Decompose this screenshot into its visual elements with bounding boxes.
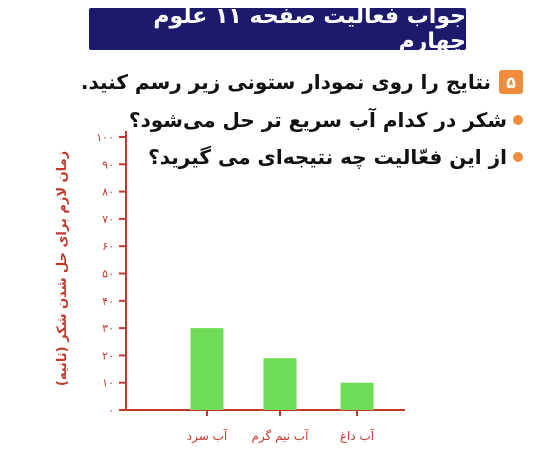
y-tick-label: ۱۰۰ [96,131,114,144]
question-1: شکر در کدام آب سریع تر حل می‌شود؟ [129,108,523,132]
y-ticks: ۰ ۱۰ ۲۰ ۳۰ ۴۰ ۵۰ ۶۰ ۷۰ ۸۰ ۹۰ ۱۰۰ [96,131,126,417]
y-tick-label: ۶۰ [102,240,114,253]
y-tick-label: ۴۰ [102,295,114,308]
bar [263,358,297,410]
x-tick-label: آب سرد [187,428,228,444]
page-title-banner: جواب فعالیت صفحه ۱۱ علوم چهارم [89,4,466,54]
bullet-dot-icon [513,152,523,162]
bars [190,328,374,410]
task-instruction: ۵ نتایج را روی نمودار ستونی زیر رسم کنید… [81,70,523,94]
page-title: جواب فعالیت صفحه ۱۱ علوم چهارم [153,4,466,54]
question-2-text: از این فعّالیت چه نتیجه‌ای می گیرید؟ [148,145,507,169]
x-tick-labels: آب سرد آب نیم گرم آب داغ [187,410,375,444]
y-tick-label: ۲۰ [102,349,114,362]
task-instruction-text: نتایج را روی نمودار ستونی زیر رسم کنید. [80,70,491,94]
y-tick-label: ۸۰ [102,186,114,199]
x-tick-label: آب نیم گرم [252,428,310,444]
x-tick-label: آب داغ [340,428,375,443]
bar [340,382,374,410]
bar [190,328,224,410]
question-1-text: شکر در کدام آب سریع تر حل می‌شود؟ [128,108,507,132]
y-tick-label: ۱۰ [102,377,114,390]
y-axis-label: زمان لازم برای حل شدن شکر (ثانیه) [55,151,70,386]
question-2: از این فعّالیت چه نتیجه‌ای می گیرید؟ [148,145,523,169]
y-tick-label: ۹۰ [102,158,114,171]
task-number-badge: ۵ [499,70,523,94]
bullet-dot-icon [513,115,523,125]
y-tick-label: ۵۰ [102,268,114,281]
y-tick-label: ۷۰ [102,213,114,226]
y-tick-label: ۰ [108,404,114,417]
y-tick-label: ۳۰ [102,322,114,335]
